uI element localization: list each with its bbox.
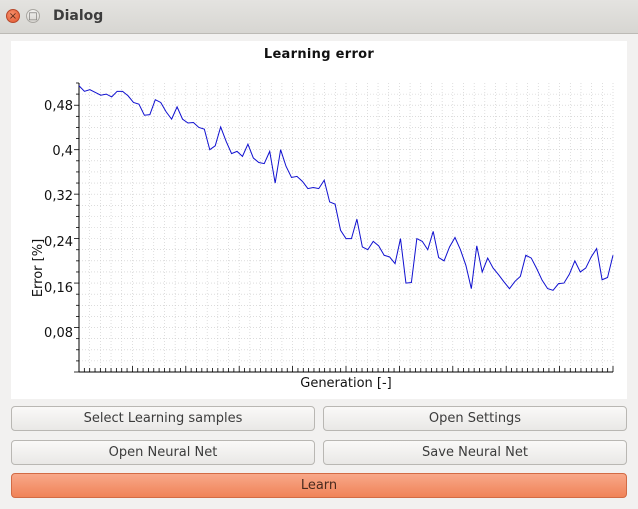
y-tick-label: 0,32 [44,189,73,204]
title-bar: × □ Dialog [0,0,638,34]
open-settings-button[interactable]: Open Settings [323,406,627,431]
maximize-window-icon[interactable]: □ [26,9,40,23]
close-glyph: × [8,11,18,22]
plot-canvas [74,82,614,373]
y-tick-label: 0,16 [44,281,73,296]
plot-title: Learning error [263,47,375,62]
save-neural-net-button[interactable]: Save Neural Net [323,440,627,465]
learning-error-series-line [78,85,614,291]
select-learning-samples-button[interactable]: Select Learning samples [11,406,315,431]
y-tick-label: 0,08 [44,326,73,341]
open-neural-net-button[interactable]: Open Neural Net [11,440,315,465]
window-title: Dialog [53,8,104,24]
y-axis-label: Error [%] [31,238,46,298]
y-tick-label: 0,4 [52,144,73,159]
maximize-glyph: □ [28,11,38,22]
y-tick-label: 0,48 [44,99,73,114]
learning-error-plot: Learning error 0,08 0,16 0,24 0,32 0,4 0… [11,41,627,399]
close-window-icon[interactable]: × [6,9,20,23]
x-axis-label: Generation [-] [300,376,392,391]
learn-button[interactable]: Learn [11,473,627,498]
y-tick-label: 0,24 [44,235,73,250]
